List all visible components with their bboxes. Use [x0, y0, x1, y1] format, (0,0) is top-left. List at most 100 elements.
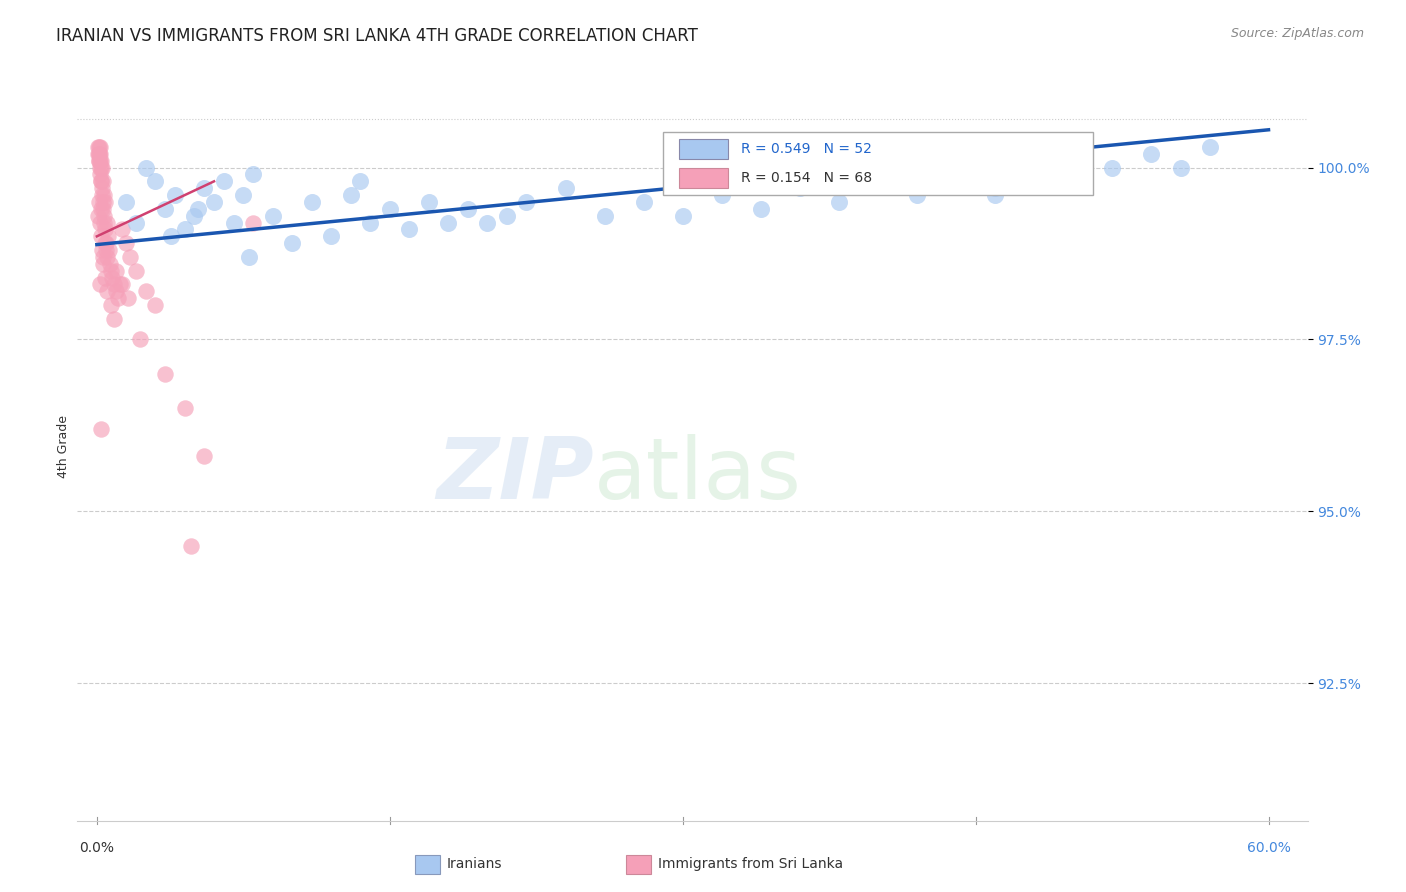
- Point: [193, 450, 215, 464]
- Point: [91, 202, 114, 216]
- Point: [212, 174, 235, 188]
- Point: [89, 146, 111, 161]
- Bar: [679, 139, 728, 160]
- Point: [163, 188, 186, 202]
- Point: [105, 285, 128, 299]
- Text: Source: ZipAtlas.com: Source: ZipAtlas.com: [1230, 27, 1364, 40]
- Point: [115, 236, 138, 251]
- Point: [710, 188, 733, 202]
- Point: [103, 277, 125, 292]
- Point: [91, 257, 114, 271]
- Point: [90, 153, 112, 168]
- Point: [91, 174, 114, 188]
- Text: 0.0%: 0.0%: [79, 841, 114, 855]
- Point: [87, 140, 110, 154]
- Point: [125, 263, 148, 277]
- Point: [120, 250, 141, 264]
- Point: [96, 250, 118, 264]
- Point: [89, 161, 111, 175]
- Point: [1170, 161, 1192, 175]
- Point: [984, 188, 1007, 202]
- Point: [866, 174, 889, 188]
- Point: [93, 216, 115, 230]
- Point: [89, 277, 111, 292]
- Point: [87, 209, 110, 223]
- Point: [94, 236, 117, 251]
- Point: [398, 222, 420, 236]
- Point: [135, 161, 157, 175]
- Point: [281, 236, 304, 251]
- Point: [1024, 161, 1046, 175]
- Point: [984, 181, 1007, 195]
- Point: [135, 285, 157, 299]
- Point: [87, 153, 110, 168]
- Point: [633, 194, 655, 209]
- Point: [160, 229, 183, 244]
- Point: [232, 188, 254, 202]
- Point: [89, 140, 111, 154]
- Point: [515, 194, 537, 209]
- Point: [321, 229, 343, 244]
- Point: [238, 250, 260, 264]
- Point: [93, 209, 115, 223]
- Point: [90, 243, 112, 257]
- Point: [180, 539, 202, 553]
- Point: [97, 243, 120, 257]
- Point: [155, 202, 177, 216]
- Point: [94, 236, 117, 251]
- Point: [90, 202, 112, 216]
- Point: [378, 202, 401, 216]
- Point: [418, 194, 440, 209]
- Y-axis label: 4th Grade: 4th Grade: [58, 415, 70, 477]
- Point: [89, 146, 111, 161]
- Point: [101, 270, 124, 285]
- Point: [945, 168, 967, 182]
- Point: [111, 277, 134, 292]
- Point: [173, 401, 195, 416]
- Point: [1101, 161, 1123, 175]
- Point: [457, 202, 479, 216]
- Point: [242, 168, 264, 182]
- Point: [183, 209, 205, 223]
- Point: [94, 243, 117, 257]
- Point: [145, 298, 167, 312]
- Text: Iranians: Iranians: [447, 857, 502, 871]
- Point: [87, 140, 110, 154]
- Point: [93, 222, 115, 236]
- Point: [359, 216, 381, 230]
- Point: [155, 367, 177, 381]
- Point: [90, 229, 112, 244]
- Text: R = 0.549   N = 52: R = 0.549 N = 52: [741, 142, 872, 156]
- Point: [100, 263, 122, 277]
- Point: [301, 194, 323, 209]
- Point: [91, 194, 114, 209]
- Point: [125, 216, 148, 230]
- Point: [87, 194, 110, 209]
- Point: [349, 174, 371, 188]
- Point: [107, 291, 129, 305]
- Point: [1199, 140, 1222, 154]
- Point: [187, 202, 209, 216]
- Point: [905, 188, 928, 202]
- Point: [105, 263, 128, 277]
- Bar: [664, 132, 1092, 195]
- Point: [477, 216, 499, 230]
- Point: [828, 194, 851, 209]
- Point: [593, 209, 616, 223]
- Text: 60.0%: 60.0%: [1247, 841, 1291, 855]
- Point: [89, 168, 111, 182]
- Point: [672, 209, 695, 223]
- Point: [222, 216, 245, 230]
- Point: [90, 422, 112, 436]
- Point: [749, 202, 772, 216]
- Point: [262, 209, 284, 223]
- Point: [117, 291, 139, 305]
- Point: [91, 188, 114, 202]
- Point: [96, 216, 118, 230]
- Point: [98, 257, 121, 271]
- Text: ZIP: ZIP: [436, 434, 595, 517]
- Point: [93, 194, 115, 209]
- Point: [96, 285, 118, 299]
- Point: [90, 161, 112, 175]
- Point: [103, 311, 125, 326]
